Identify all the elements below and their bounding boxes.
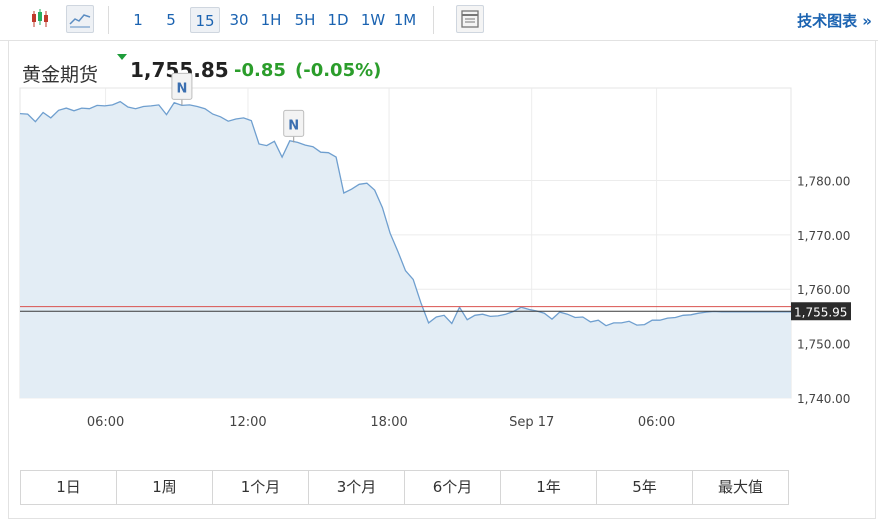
toolbar-divider — [108, 6, 109, 34]
range-button[interactable]: 1日 — [21, 471, 117, 504]
x-tick-label: 06:00 — [87, 415, 124, 430]
range-button[interactable]: 3个月 — [309, 471, 405, 504]
y-tick-label: 1,740.00 — [797, 392, 850, 406]
interval-1w[interactable]: 1W — [360, 11, 386, 29]
time-range-selector: 1日 1周 1个月 3个月 6个月 1年 5年 最大值 — [20, 470, 789, 505]
interval-1d[interactable]: 1D — [327, 11, 349, 29]
range-button[interactable]: 5年 — [597, 471, 693, 504]
range-button[interactable]: 最大值 — [717, 478, 763, 496]
interval-1m[interactable]: 1M — [393, 11, 417, 29]
x-tick-label: Sep 17 — [509, 415, 554, 430]
technical-chart-link[interactable]: 技术图表 » — [797, 12, 872, 30]
candlestick-chart-icon[interactable] — [28, 5, 56, 33]
down-arrow-icon — [117, 54, 127, 60]
current-price-tag — [791, 302, 851, 321]
price-change: -0.85 — [234, 60, 286, 81]
data-table-icon[interactable] — [456, 5, 484, 33]
y-tick-label: 1,750.00 — [797, 338, 850, 352]
interval-30[interactable]: 30 — [229, 11, 249, 29]
price-line — [19, 100, 791, 327]
interval-5[interactable]: 5 — [166, 11, 176, 29]
news-marker-label: N — [288, 118, 299, 133]
range-button[interactable]: 6个月 — [405, 471, 501, 504]
y-tick-label: 1,760.00 — [797, 283, 850, 297]
x-tick-label: 06:00 — [638, 415, 675, 430]
range-button[interactable]: 1个月 — [213, 471, 309, 504]
news-marker-label: N — [176, 81, 187, 96]
instrument-name: 黄金期货 — [22, 64, 99, 86]
chart-toolbar: 1 5 15 30 1H 5H 1D 1W 1M 技术图表 » — [0, 0, 878, 41]
x-tick-label: 18:00 — [370, 415, 407, 430]
news-marker-box — [171, 72, 193, 100]
x-tick-label: 12:00 — [229, 415, 266, 430]
interval-1h[interactable]: 1H — [260, 11, 282, 29]
current-price-label: 1,755.95 — [794, 305, 847, 319]
y-tick-label: 1,780.00 — [797, 174, 850, 188]
toolbar-divider — [433, 6, 434, 34]
range-button[interactable]: 1周 — [117, 471, 213, 504]
interval-15[interactable]: 15 — [190, 7, 220, 33]
range-button[interactable]: 1年 — [501, 471, 597, 504]
price-change-percent: (-0.05%) — [295, 60, 382, 81]
news-marker-box — [283, 109, 305, 137]
y-tick-label: 1,770.00 — [797, 229, 850, 243]
price-area — [20, 101, 791, 398]
area-chart-icon[interactable] — [66, 5, 94, 33]
interval-5h[interactable]: 5H — [294, 11, 316, 29]
chart-panel — [8, 41, 876, 519]
interval-1[interactable]: 1 — [133, 11, 143, 29]
